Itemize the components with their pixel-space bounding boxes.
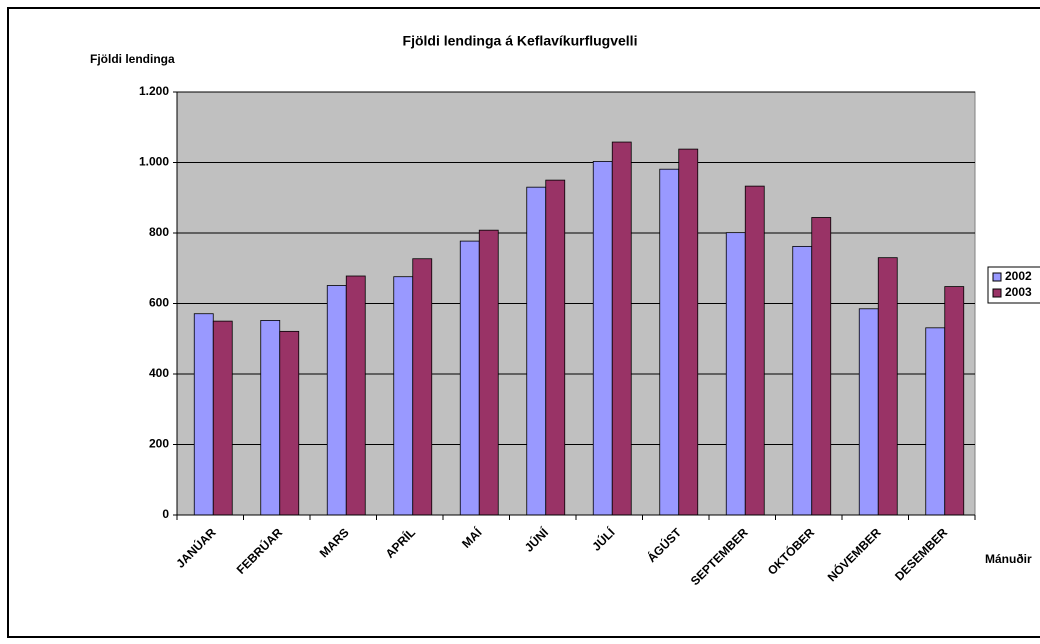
bar	[678, 148, 699, 516]
y-tick-label: 1.200	[139, 84, 169, 98]
bar	[260, 320, 281, 516]
bar	[811, 217, 832, 516]
bar	[279, 330, 300, 516]
bar	[545, 179, 566, 516]
bar	[611, 141, 632, 516]
legend-swatch	[992, 288, 1002, 298]
bar	[212, 320, 233, 516]
x-axis-label: Mánuðir	[985, 552, 1032, 566]
bar	[725, 232, 746, 516]
legend-swatch	[992, 272, 1002, 282]
bar	[792, 245, 813, 516]
y-tick-label: 0	[162, 507, 169, 521]
y-tick-label: 1.000	[139, 155, 169, 169]
y-tick-label: 200	[149, 437, 169, 451]
legend-label: 2003	[1005, 285, 1032, 299]
y-tick-label: 400	[149, 366, 169, 380]
bar	[412, 258, 433, 516]
chart-title: Fjöldi lendinga á Keflavíkurflugvelli	[403, 33, 638, 49]
bar	[925, 327, 946, 516]
bar	[592, 161, 613, 516]
y-tick-label: 600	[149, 296, 169, 310]
bar	[459, 240, 480, 516]
bar	[744, 185, 765, 516]
bar	[393, 276, 414, 516]
bar	[659, 168, 680, 516]
legend-label: 2002	[1005, 269, 1032, 283]
y-axis-label: Fjöldi lendinga	[90, 52, 175, 66]
bar	[877, 257, 898, 516]
bar	[326, 285, 347, 516]
bar	[345, 275, 366, 516]
bar	[478, 229, 499, 516]
bar	[944, 286, 965, 516]
bar	[858, 308, 879, 516]
bar	[526, 186, 547, 516]
y-tick-label: 800	[149, 225, 169, 239]
bar	[193, 313, 214, 516]
